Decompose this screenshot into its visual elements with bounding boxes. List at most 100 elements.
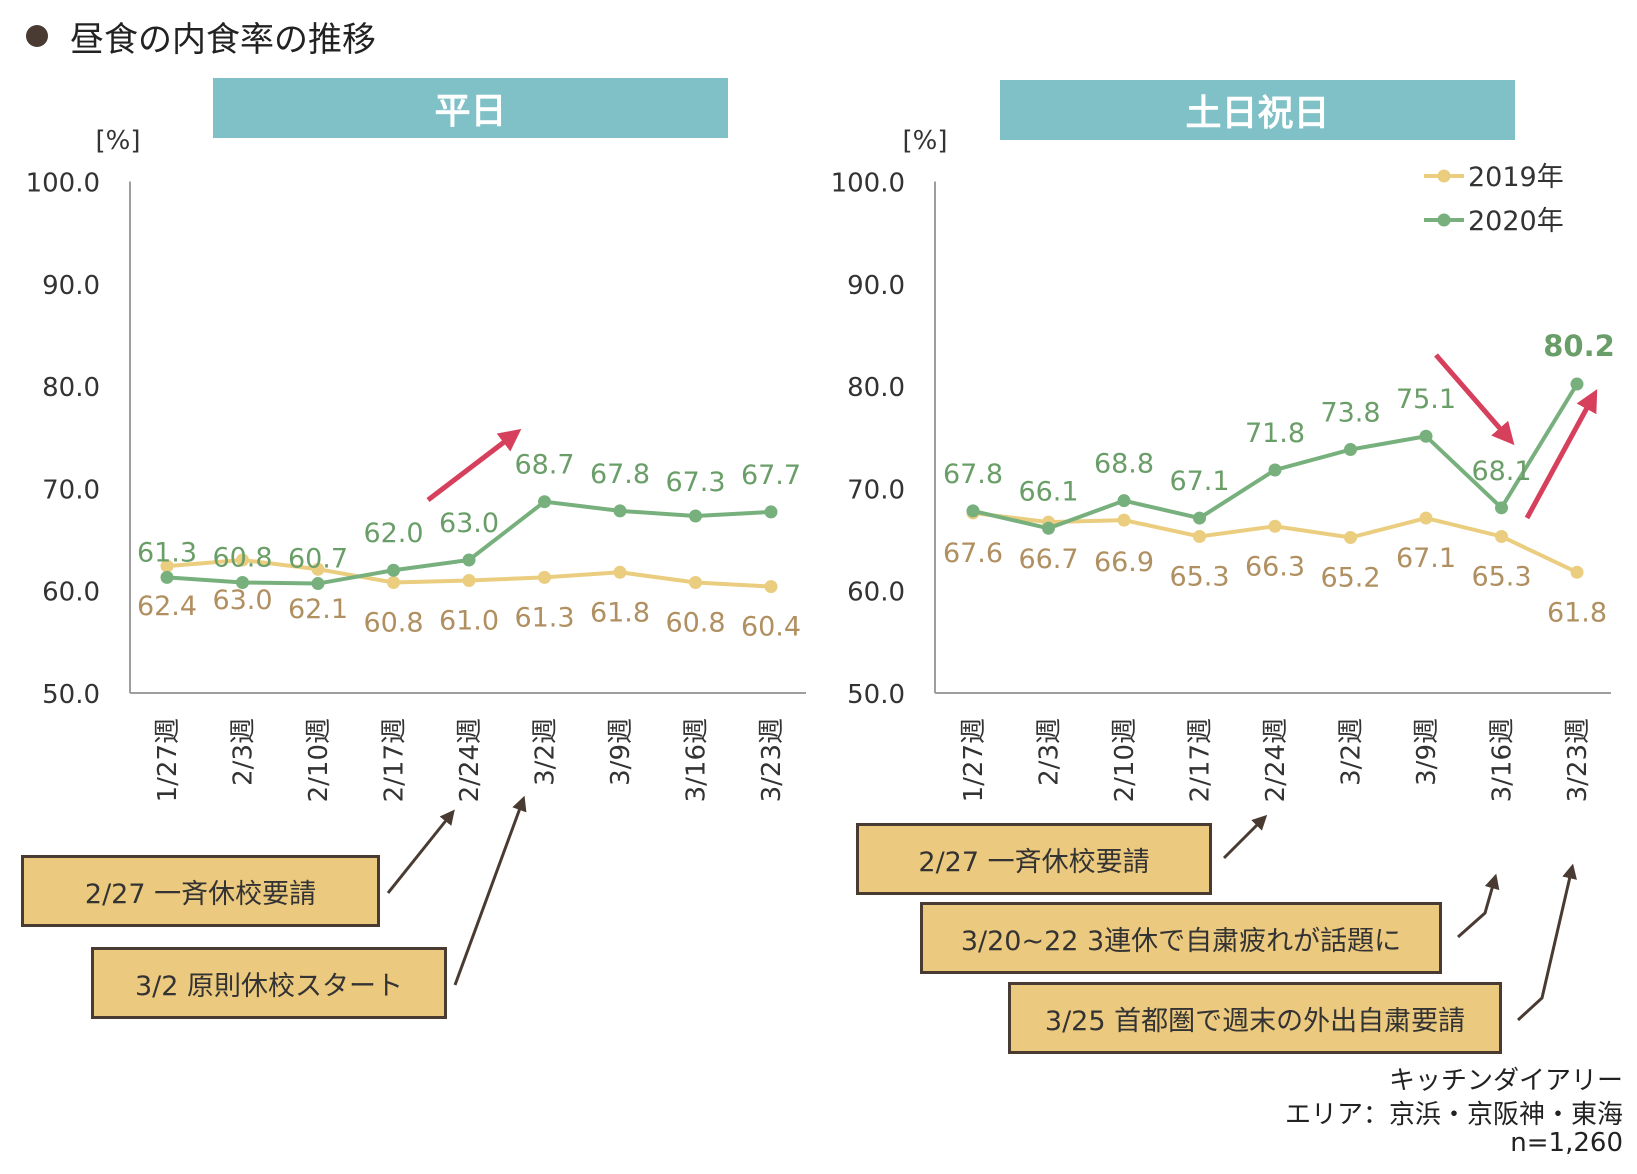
x-tick-label: 3/2週 — [1337, 718, 1367, 786]
y-tick-label: 80.0 — [42, 373, 100, 403]
weekend-rise-arrow — [1524, 389, 1598, 520]
page-title-wrap: 昼食の内食率の推移 — [26, 14, 376, 60]
series-2019-point — [1268, 519, 1282, 533]
data-label-2019: 61.8 — [590, 597, 650, 628]
source-line-1: キッチンダイアリー — [1388, 1066, 1623, 1096]
weekend-chart: [%] 50.0 60.0 70.0 80.0 90.0 100.0 1/27週 2/3週 2/1… — [831, 126, 1615, 802]
note-arrow-3-25-weekend — [1516, 863, 1577, 1022]
series-2020-point — [1419, 429, 1433, 443]
data-label-2020: 68.7 — [514, 450, 574, 481]
data-label-2020: 67.1 — [1169, 466, 1229, 497]
series-2019-point — [1117, 513, 1131, 527]
data-label-2020: 63.0 — [439, 508, 499, 539]
x-tick-label: 3/16週 — [1488, 718, 1518, 802]
series-2019-point — [1419, 511, 1433, 525]
x-tick-label: 2/24週 — [455, 718, 485, 802]
weekday-chart: [%] 50.0 60.0 70.0 80.0 90.0 100.0 1/27週 2/3週 2/1… — [26, 126, 806, 802]
data-label-2020: 61.3 — [137, 537, 197, 568]
y-tick-label: 60.0 — [42, 578, 100, 608]
x-tick-label: 1/27週 — [959, 718, 989, 802]
legend-2019-label: 2019年 — [1468, 162, 1564, 193]
note-weekday-school-closure-request: 2/27 一斉休校要請 — [21, 855, 380, 927]
y-axis-unit-label: [%] — [96, 126, 141, 156]
y-tick-label: 50.0 — [847, 680, 905, 710]
legend-2019-marker — [1437, 169, 1451, 183]
note-weekend-stay-home-request: 3/25 首都圏で週末の外出自粛要請 — [1008, 982, 1502, 1054]
data-label-2020: 71.8 — [1245, 418, 1305, 449]
series-2019-point — [1495, 529, 1508, 543]
weekday-panel-header: 平日 — [213, 78, 728, 138]
weekend-drop-arrow — [1434, 353, 1515, 446]
legend-2020-marker — [1437, 213, 1451, 227]
data-label-2019: 61.0 — [439, 605, 499, 636]
data-label-2019: 60.8 — [665, 608, 725, 639]
data-label-2019: 67.1 — [1396, 543, 1456, 574]
data-label-2019: 65.3 — [1471, 561, 1531, 592]
series-2020-point — [1042, 521, 1055, 535]
y-axis-unit-label: [%] — [903, 126, 948, 156]
data-label-2020: 67.7 — [741, 460, 801, 491]
y-tick-label: 80.0 — [847, 373, 905, 403]
x-tick-label: 3/9週 — [606, 718, 636, 786]
data-label-2019: 66.9 — [1094, 547, 1154, 578]
x-tick-label: 3/2週 — [531, 718, 561, 786]
series-2019-point — [538, 570, 551, 584]
data-label-2019: 60.8 — [363, 608, 423, 639]
data-label-2019: 67.6 — [943, 538, 1003, 569]
series-2019-point — [613, 565, 627, 579]
x-tick-label: 2/17週 — [1186, 718, 1216, 802]
x-tick-label: 2/3週 — [1035, 718, 1065, 786]
series-2020-point — [764, 505, 778, 519]
series-2019-point — [1193, 529, 1206, 543]
series-2020-point — [387, 563, 400, 577]
series-2020-point — [1193, 511, 1206, 525]
data-label-2020: 60.7 — [288, 544, 348, 575]
series-2019-point — [462, 573, 476, 587]
bullet-icon — [26, 25, 48, 47]
page-title: 昼食の内食率の推移 — [70, 19, 376, 60]
note-arrow-3-20-weekend — [1457, 873, 1500, 939]
y-tick-label: 60.0 — [847, 578, 905, 608]
data-label-2019: 62.4 — [137, 591, 197, 622]
y-tick-label: 70.0 — [42, 475, 100, 505]
series-2020-point — [538, 495, 551, 509]
data-label-2019: 61.3 — [514, 602, 574, 633]
data-label-2019: 61.8 — [1547, 597, 1607, 628]
data-label-2019: 66.7 — [1018, 544, 1078, 575]
data-label-2020: 66.1 — [1018, 476, 1078, 507]
data-label-2019: 65.2 — [1320, 563, 1380, 594]
data-label-2020: 73.8 — [1320, 398, 1380, 429]
series-2019-point — [311, 562, 325, 576]
x-tick-label: 3/16週 — [682, 718, 712, 802]
x-tick-label: 2/10週 — [1110, 718, 1140, 802]
series-2020-point — [462, 553, 476, 567]
x-tick-label: 3/23週 — [1563, 718, 1593, 802]
y-tick-label: 90.0 — [847, 271, 905, 301]
series-2020-point — [160, 570, 174, 584]
series-2020-point — [1570, 377, 1584, 391]
note-arrow-3-2-weekday — [453, 795, 527, 986]
weekday-rise-arrow — [426, 428, 522, 502]
y-tick-label: 100.0 — [26, 169, 100, 199]
y-tick-label: 50.0 — [42, 680, 100, 710]
y-tick-label: 100.0 — [831, 169, 905, 199]
note-arrow-2-27-weekend — [1222, 814, 1268, 860]
legend-2020-label: 2020年 — [1468, 206, 1564, 237]
data-label-2020: 67.3 — [665, 467, 725, 498]
note-weekend-holiday-fatigue: 3/20~22 3連休で自粛疲れが話題に — [920, 902, 1442, 974]
x-tick-label: 3/9週 — [1412, 718, 1442, 786]
data-label-2020: 67.8 — [943, 459, 1003, 490]
x-tick-label: 2/3週 — [229, 718, 259, 786]
x-tick-label: 1/27週 — [153, 718, 183, 802]
y-tick-label: 70.0 — [847, 475, 905, 505]
data-label-2020: 62.0 — [363, 518, 423, 549]
series-2020-point — [613, 504, 627, 518]
data-label-2019: 60.4 — [741, 612, 801, 643]
series-2020-point — [1117, 494, 1131, 508]
data-label-2020: 68.1 — [1471, 456, 1531, 487]
data-label-2019: 65.3 — [1169, 561, 1229, 592]
series-2019-point — [160, 559, 174, 573]
data-label-2020: 75.1 — [1396, 384, 1456, 415]
series-2020-point — [311, 577, 325, 591]
